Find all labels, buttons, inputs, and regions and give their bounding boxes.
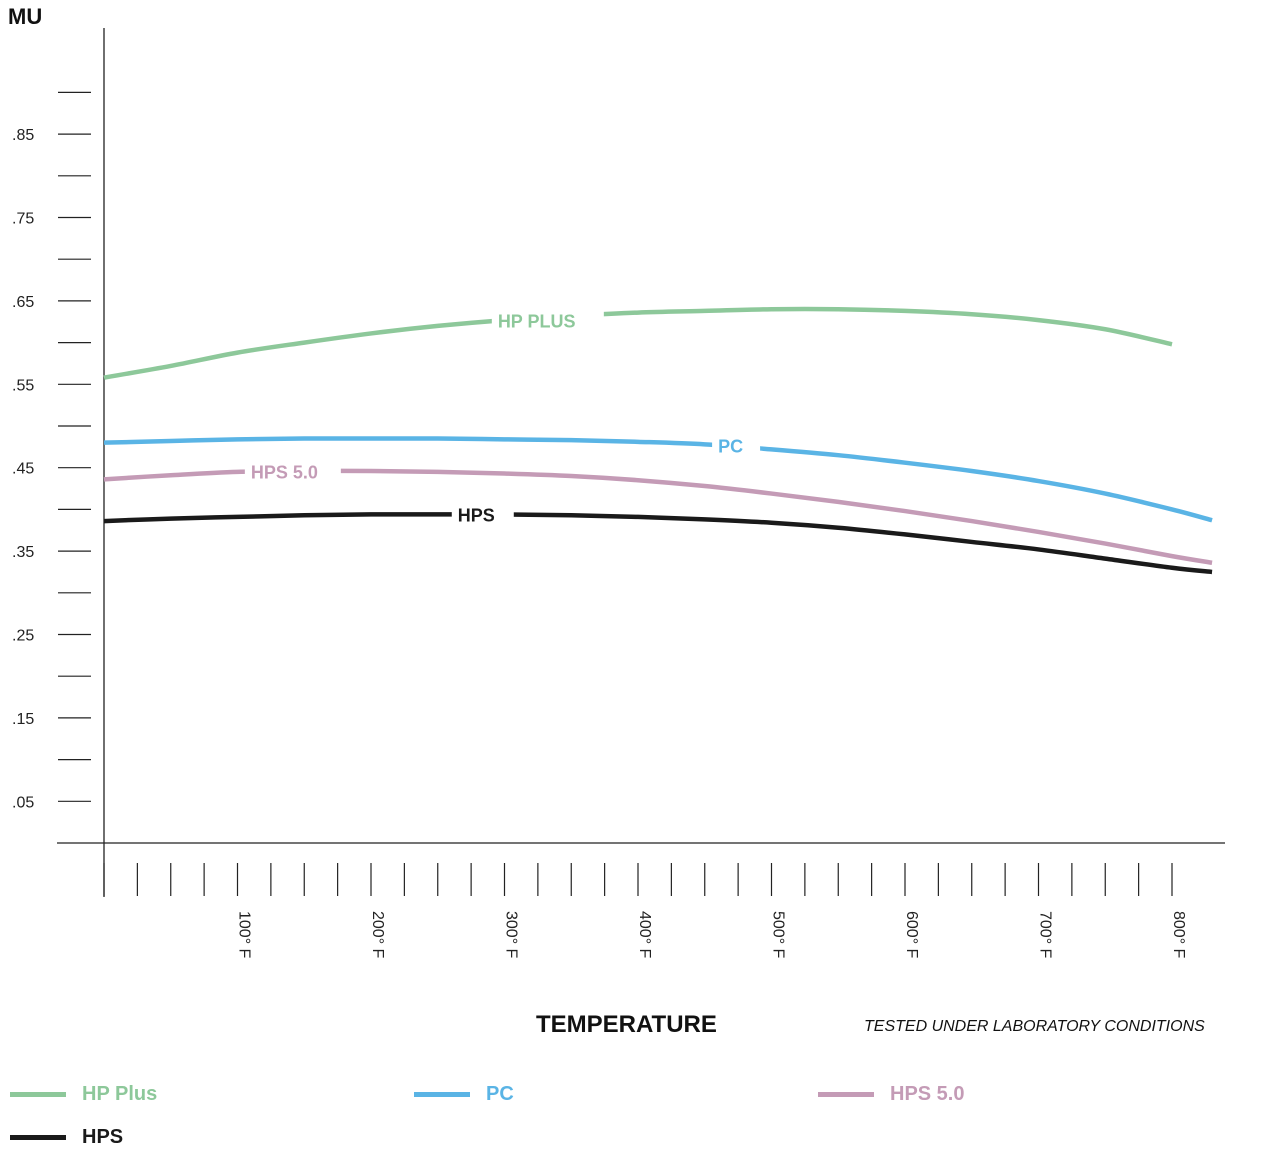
legend-item: HPS [10,1124,123,1150]
x-tick-label: 500° F [770,911,787,959]
legend-item: HP Plus [10,1081,157,1107]
y-axis-title: MU [8,4,43,29]
y-tick-label: .05 [12,794,34,811]
series-label-bg [451,503,514,526]
series-label-bg [244,460,341,483]
series-label-bg [491,309,604,332]
y-tick-label: .85 [12,127,34,144]
y-tick-label: .55 [12,377,34,394]
y-tick-label: .65 [12,294,34,311]
y-ticks: .05 .15 .25 .35 .45 .55 .65 .75 .85 [12,91,91,811]
series-lines: HP PLUS PC HPS 5.0 HPS [103,306,1213,575]
x-tick-label: 100° F [236,911,253,959]
x-tick-label: 600° F [903,911,920,959]
series-label: HPS [458,505,495,525]
series-label: PC [718,436,743,456]
y-tick-label: .75 [12,211,34,228]
series-line-pc [103,436,1213,523]
legend-item: HPS 5.0 [818,1081,964,1107]
x-axis-title: TEMPERATURE [536,1011,717,1038]
series-label: HP PLUS [498,312,576,332]
series-label: HPS 5.0 [251,463,318,483]
legend-swatch [818,1091,874,1097]
x-tick-label: 700° F [1037,911,1054,959]
x-tick-label: 300° F [503,911,520,959]
legend-label: HPS [82,1125,124,1148]
y-tick-label: .45 [12,461,34,478]
y-tick-label: .35 [12,544,34,561]
x-ticks: 100° F 200° F 300° F 400° F 500° F 600° F 700°… [103,863,1187,959]
series-label-bg [712,434,761,457]
y-tick-label: .15 [12,711,34,728]
legend-label: PC [486,1082,514,1105]
legend-item: PC [414,1081,514,1107]
legend-label: HP Plus [82,1082,158,1105]
legend-swatch [10,1134,66,1140]
x-tick-label: 200° F [369,911,386,959]
x-tick-label: 400° F [636,911,653,959]
series-line-hps [103,512,1213,575]
legend-swatch [414,1091,470,1097]
y-tick-label: .25 [12,628,34,645]
chart-axes [57,28,1225,897]
legend-swatch [10,1091,66,1097]
series-line-hp-plus [103,306,1173,380]
x-tick-label: 800° F [1170,911,1187,959]
chart-footnote: TESTED UNDER LABORATORY CONDITIONS [864,1018,1205,1035]
legend-label: HPS 5.0 [890,1082,965,1105]
